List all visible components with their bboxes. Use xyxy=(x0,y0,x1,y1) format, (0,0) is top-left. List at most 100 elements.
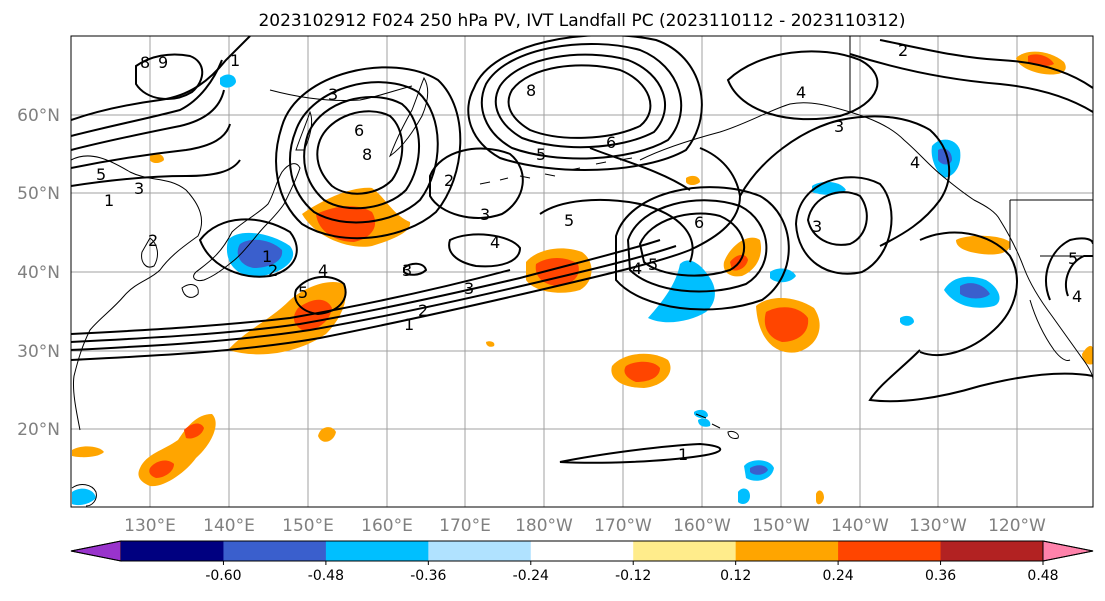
lon-label: 160°W xyxy=(673,516,731,536)
colorbar-tick-label: -0.48 xyxy=(308,568,344,584)
pv-contour xyxy=(868,349,1093,403)
coastline-westus xyxy=(999,219,1093,381)
colorbar-tick-label: -0.60 xyxy=(205,568,241,584)
colorbar-tick-label: 0.48 xyxy=(1027,568,1058,584)
contour-label: 4 xyxy=(910,153,920,172)
contour-label: 5 xyxy=(648,255,658,274)
pv-contour xyxy=(794,176,893,275)
lat-label: 60°N xyxy=(17,106,60,126)
colorbar-segment xyxy=(633,541,737,561)
contour-label: 8 xyxy=(526,81,536,100)
contour-label: 4 xyxy=(318,261,328,280)
colorbar: -0.60 -0.48 -0.36 -0.24 -0.12 0.12 0.24 0.36 0.4… xyxy=(70,540,1094,584)
colorbar-segment xyxy=(735,541,839,561)
colorbar-segment xyxy=(223,541,327,561)
colorbar-tick-label: 0.12 xyxy=(720,568,751,584)
lon-label: 160°E xyxy=(361,516,413,536)
pv-contour xyxy=(1045,237,1093,301)
shade-blob xyxy=(686,175,700,185)
pv-contour xyxy=(135,53,204,100)
colorbar-tick-label: -0.12 xyxy=(615,568,651,584)
shade-blob xyxy=(316,206,376,242)
lon-label: 150°E xyxy=(282,516,334,536)
contour-label: 5 xyxy=(1068,249,1078,268)
contour-label: 1 xyxy=(262,247,272,266)
coastline-sakhalin xyxy=(295,110,313,151)
pv-contour xyxy=(429,147,524,219)
pv-contour xyxy=(494,53,666,149)
lon-label: 170°E xyxy=(439,516,491,536)
pv-contour xyxy=(71,89,225,151)
lon-label: 170°W xyxy=(594,516,652,536)
colorbar-segment xyxy=(838,541,942,561)
contour-label: 8 xyxy=(362,145,372,164)
pv-contour xyxy=(467,36,703,171)
pv-contour xyxy=(739,115,951,247)
lon-label: 180°W xyxy=(515,516,573,536)
map-frame xyxy=(70,35,1094,508)
shade-blob xyxy=(150,153,164,163)
colorbar-tick-label: -0.24 xyxy=(513,568,549,584)
pv-contour xyxy=(615,186,790,311)
pv-contour xyxy=(71,147,742,361)
pv-contour xyxy=(1065,255,1093,297)
shade-blob xyxy=(72,488,96,506)
colorbar-tick-label: 0.36 xyxy=(925,568,956,584)
contour-label: 8 xyxy=(140,53,150,72)
pv-contour-labels: 1 1 1 1 1 2 2 2 2 2 3 3 3 3 3 3 3 4 4 4 xyxy=(96,41,1082,464)
shade-blob xyxy=(764,307,809,342)
contour-label: 4 xyxy=(796,83,806,102)
contour-label: 2 xyxy=(268,261,278,280)
lat-axis: 60°N 50°N 40°N 30°N 20°N xyxy=(17,106,60,440)
contour-label: 2 xyxy=(444,171,454,190)
shade-blob xyxy=(738,488,750,504)
contour-label: 6 xyxy=(694,213,704,232)
contour-label: 1 xyxy=(104,191,114,210)
lon-label: 140°W xyxy=(831,516,889,536)
shade-blob xyxy=(486,341,495,347)
contour-label: 4 xyxy=(490,233,500,252)
pv-contour xyxy=(294,275,347,316)
pv-contour xyxy=(919,231,1018,356)
contour-label: 3 xyxy=(812,217,822,236)
shade-blob xyxy=(184,423,204,439)
shade-blob xyxy=(237,239,283,268)
lat-label: 30°N xyxy=(17,342,60,362)
contour-label: 2 xyxy=(898,41,908,60)
shade-blob xyxy=(624,361,660,382)
pv-contour xyxy=(289,81,439,224)
pv-contour xyxy=(626,199,768,293)
pv-contour xyxy=(275,66,462,240)
shade-blob xyxy=(694,409,708,419)
pv-contour xyxy=(448,233,522,268)
lon-label: 150°W xyxy=(752,516,810,536)
pv-contour xyxy=(849,53,1093,113)
pv-contour xyxy=(589,147,691,191)
border-canada-us xyxy=(849,36,1093,257)
colorbar-extend-low xyxy=(70,540,122,562)
contour-label: 5 xyxy=(536,145,546,164)
pv-contour xyxy=(198,218,298,278)
pv-contour xyxy=(303,96,421,210)
pv-contour xyxy=(71,36,251,121)
contour-label: 5 xyxy=(96,165,106,184)
pv-contour xyxy=(71,269,511,335)
shade-blob xyxy=(956,235,1011,255)
contour-label: 2 xyxy=(418,301,428,320)
shade-blob xyxy=(72,446,104,458)
lon-axis: 130°E 140°E 150°E 160°E 170°E 180°W 170°W 160°W… xyxy=(124,516,1046,536)
pv-contour xyxy=(71,123,231,169)
lon-label: 130°W xyxy=(909,516,967,536)
contour-label: 4 xyxy=(632,259,642,278)
colorbar-extend-high xyxy=(1042,540,1094,562)
pv-contour xyxy=(539,198,694,263)
map-panel: 1 1 1 1 1 2 2 2 2 2 3 3 3 3 3 3 3 4 4 4 xyxy=(70,35,1094,508)
ivt-shading xyxy=(72,51,1093,506)
colorbar-outline xyxy=(70,540,1094,562)
lon-label: 120°W xyxy=(988,516,1046,536)
pv-contour xyxy=(316,110,404,195)
pv-contour xyxy=(71,239,661,343)
coastline-okhotsk xyxy=(269,85,413,101)
coastline-hawaii xyxy=(695,413,739,439)
